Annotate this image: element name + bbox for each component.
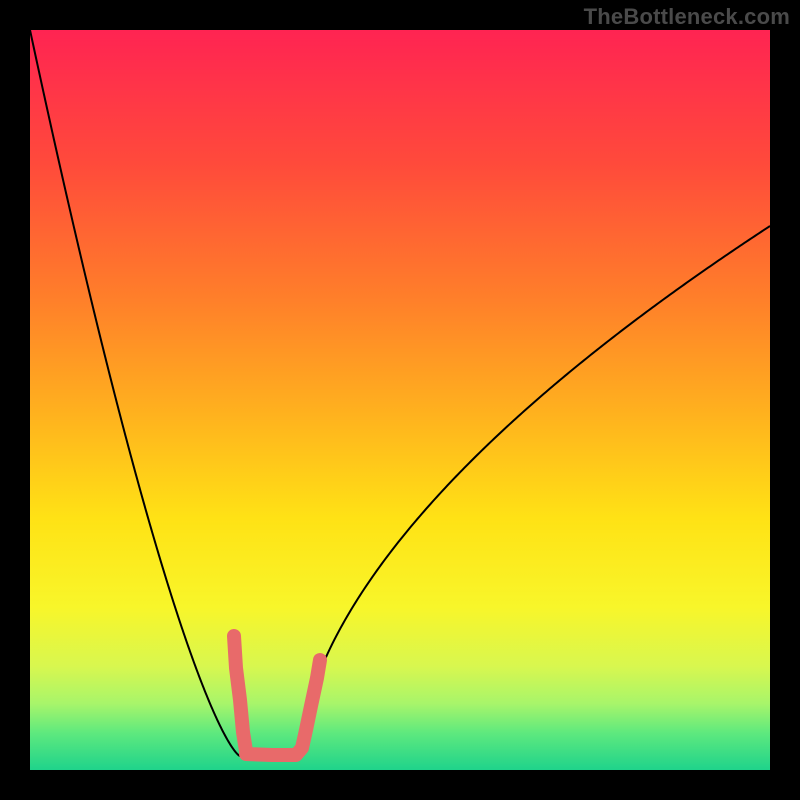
chart-stage: TheBottleneck.com	[0, 0, 800, 800]
plot-area	[30, 30, 770, 770]
chart-svg	[0, 0, 800, 800]
